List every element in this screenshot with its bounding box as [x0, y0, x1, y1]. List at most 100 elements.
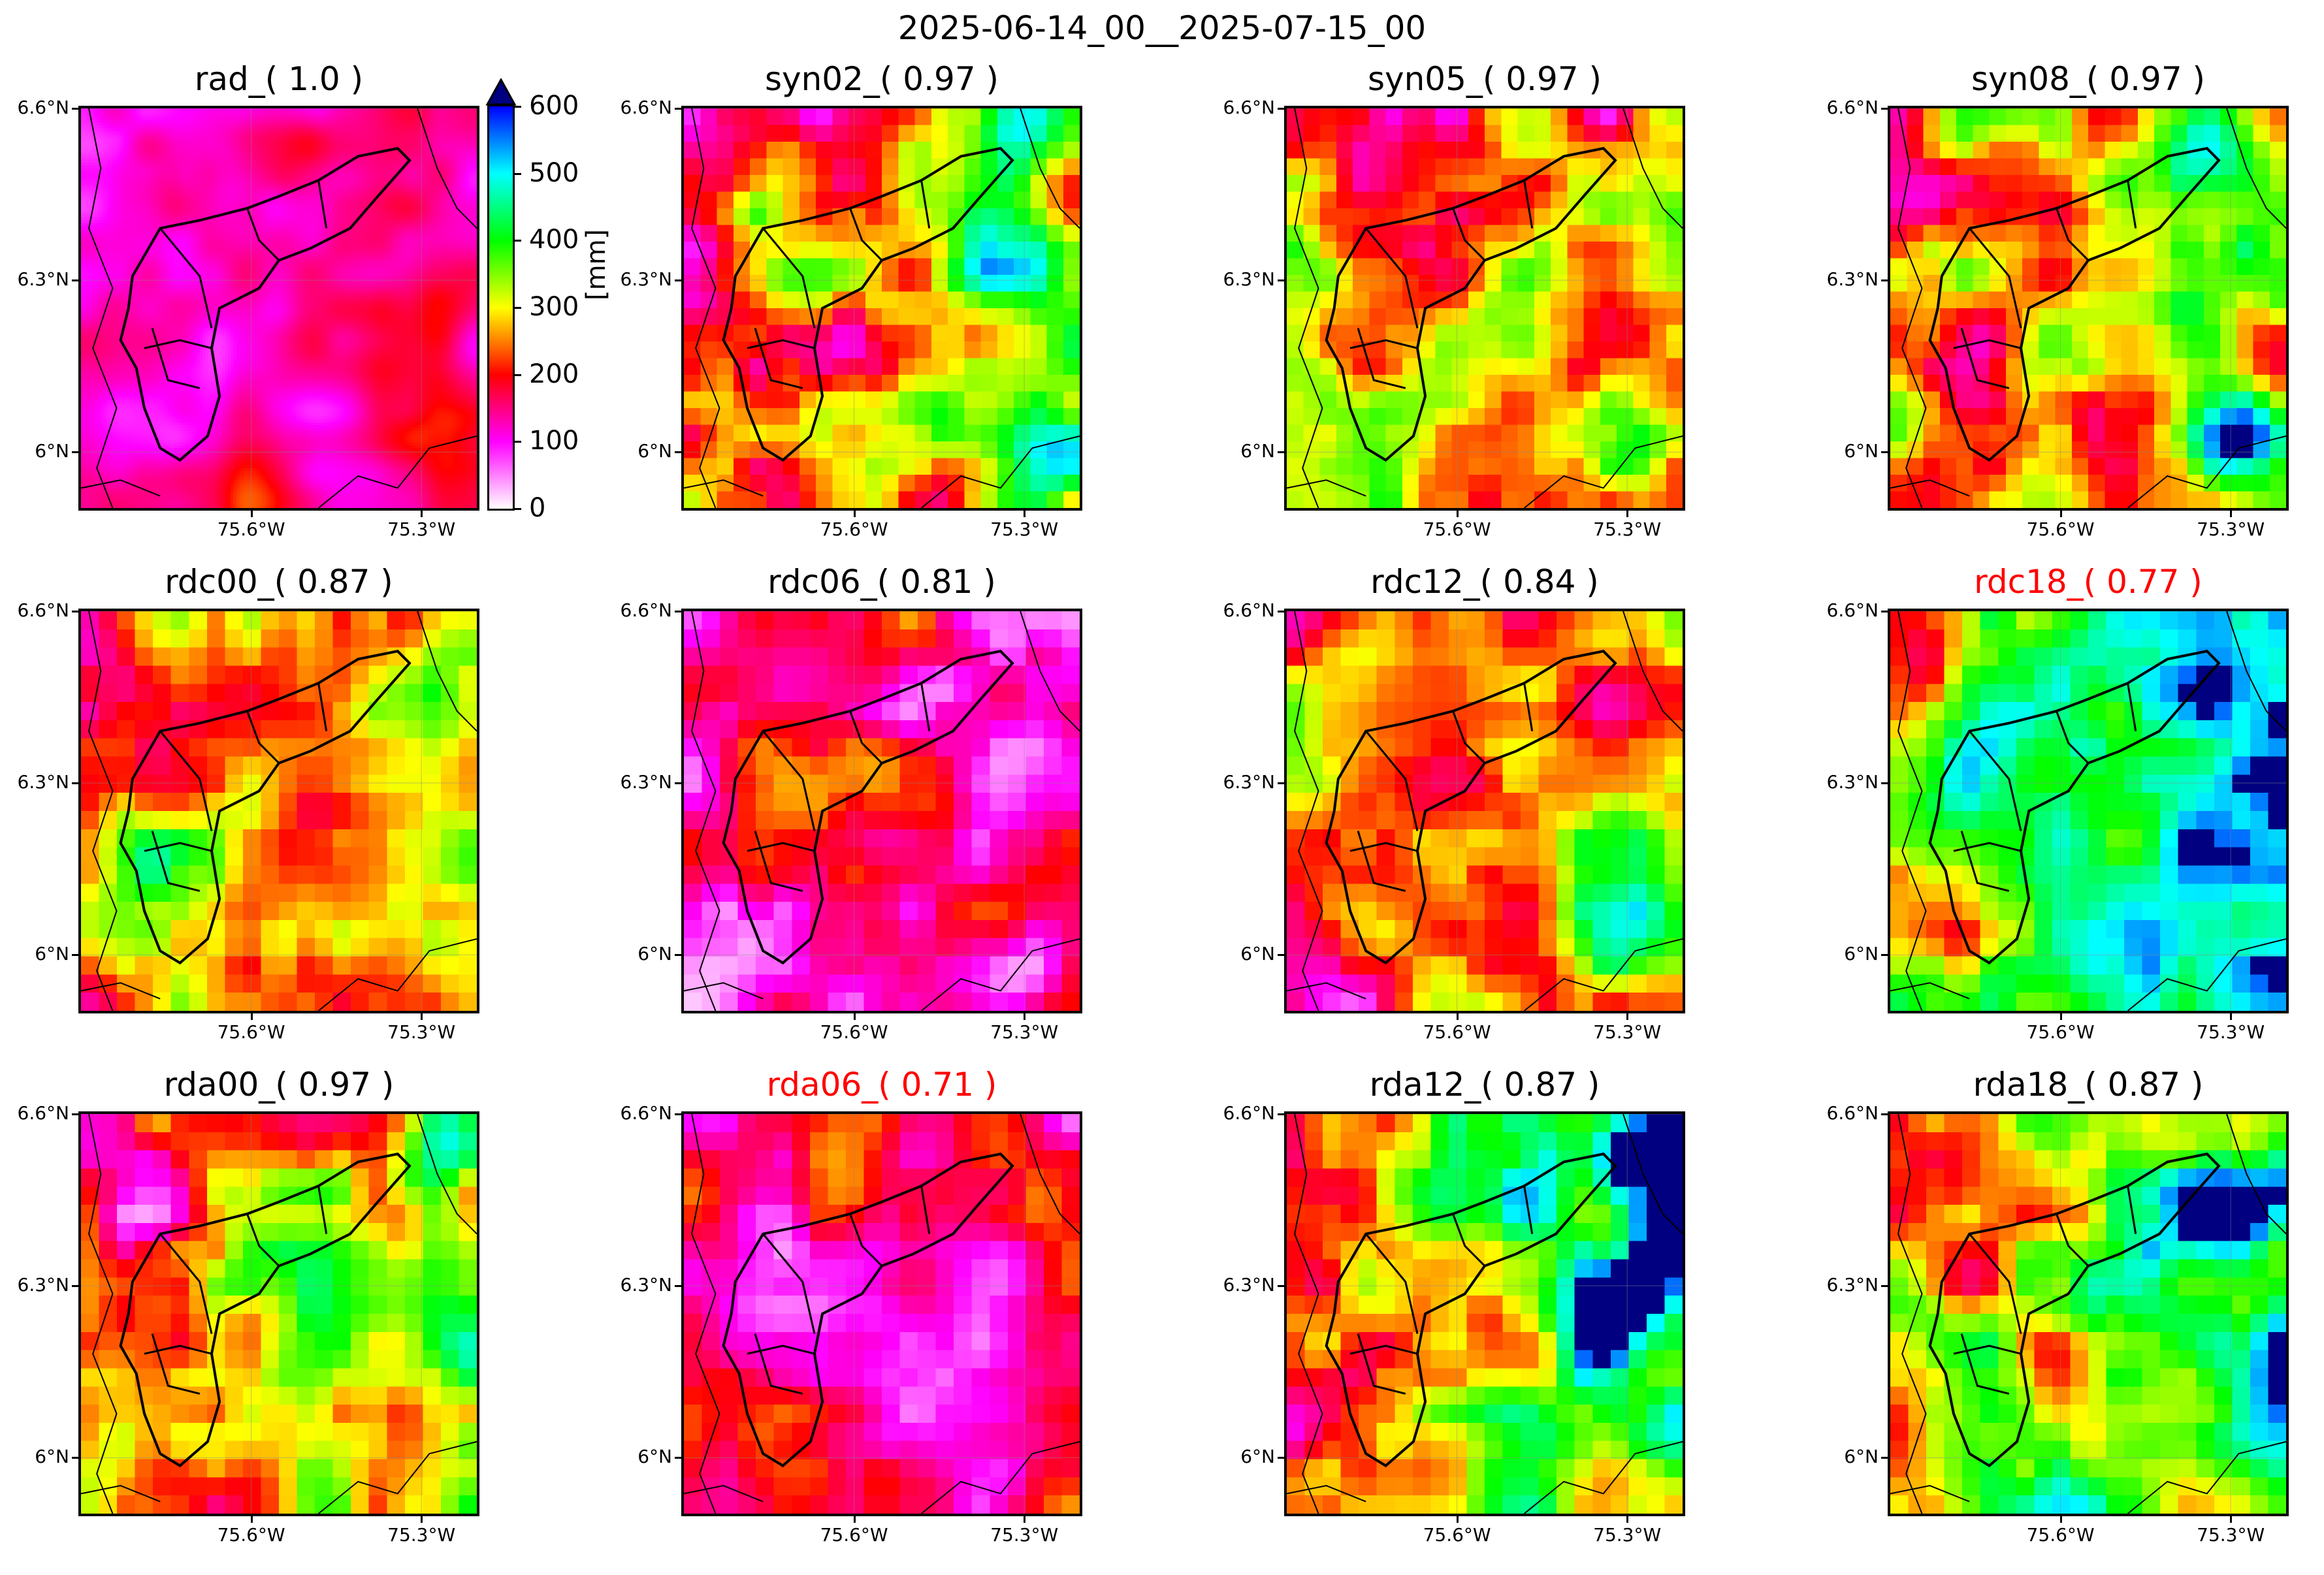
sub-basin-boundary [2056, 208, 2090, 261]
precipitation-heatmap [81, 108, 477, 508]
sub-basin-boundary [317, 682, 328, 731]
precipitation-heatmap [81, 1114, 477, 1514]
sub-basin-boundary [920, 1185, 931, 1234]
lon-tick-mark [1456, 511, 1459, 517]
lat-tick-label: 6.3°N [17, 1274, 69, 1296]
terrain-contour [2127, 1440, 2286, 1514]
terrain-contour [1287, 982, 1366, 1000]
lon-tick-label: 75.3°W [387, 1524, 456, 1546]
precipitation-heatmap [1890, 108, 2286, 508]
map-overlay [684, 611, 1080, 1011]
colorbar-tick-mark [515, 172, 521, 175]
panel-title: rda06_( 0.71 ) [766, 1066, 997, 1104]
lat-tick-label: 6.6°N [1826, 97, 1879, 118]
terrain-contour [684, 982, 764, 1000]
lat-tick-label: 6.3°N [17, 268, 69, 291]
terrain-contour [1020, 108, 1080, 229]
basin-outline [119, 147, 412, 462]
map-overlay [684, 108, 1080, 508]
lat-tick-mark [1278, 1457, 1284, 1459]
map-panel-rdc18: rdc18_( 0.77 ) 6.6°N 6.3°N 6°N 75.6°W 75.3°W [1827, 563, 2289, 1072]
lat-tick-label: 6.3°N [1223, 771, 1275, 793]
basin-outline [119, 1153, 412, 1468]
sub-basin-boundary [762, 1233, 816, 1334]
lat-tick-mark [675, 1285, 681, 1288]
basin-outline [119, 650, 412, 965]
lat-tick-mark [72, 279, 78, 282]
sub-basin-boundary [1349, 1344, 1418, 1355]
map-panel-syn08: syn08_( 0.97 ) 6.6°N 6.3°N 6°N 75.6°W 75.3°W [1827, 60, 2289, 569]
precipitation-heatmap [1890, 1114, 2286, 1514]
lat-tick-label: 6°N [1844, 440, 1879, 462]
lat-tick-label: 6.6°N [17, 97, 69, 118]
lat-tick-mark [1278, 279, 1284, 282]
lat-tick-mark [1278, 611, 1284, 612]
terrain-contour [1294, 108, 1323, 508]
lon-tick-mark [1024, 1013, 1026, 1020]
colorbar-tick-mark [515, 441, 521, 443]
map-panel-rdc06: rdc06_( 0.81 ) 6.6°N 6.3°N 6°N 75.6°W 75.3°W [621, 563, 1082, 1072]
colorbar-tick-label: 500 [529, 157, 579, 188]
lon-tick-label: 75.6°W [820, 518, 888, 540]
panel-title: rdc00_( 0.87 ) [165, 563, 393, 601]
terrain-contour [417, 611, 477, 732]
sub-basin-boundary [159, 227, 213, 328]
sub-basin-boundary [144, 339, 212, 349]
lat-tick-label: 6.6°N [620, 599, 672, 621]
lat-tick-label: 6.3°N [1223, 1274, 1275, 1296]
map-overlay [1287, 108, 1683, 508]
lat-tick-label: 6.3°N [620, 1274, 672, 1296]
basin-outline [1325, 147, 1617, 462]
sub-basin-boundary [1452, 1213, 1486, 1267]
lat-tick-label: 6.3°N [620, 268, 672, 291]
lat-tick-mark [675, 1457, 681, 1459]
colorbar-tick-mark [515, 240, 521, 242]
colorbar-tick-mark [515, 106, 521, 108]
sub-basin-boundary [2056, 1213, 2090, 1267]
sub-basin-boundary [1960, 831, 2010, 892]
lat-tick-label: 6°N [637, 440, 672, 462]
heatmap-plot [1284, 609, 1685, 1013]
lat-tick-label: 6°N [35, 943, 69, 965]
map-overlay [1890, 611, 2286, 1011]
map-panel-rad: rad_( 1.0 ) 6.6°N 6.3°N 6°N 75.6°W 75.3°W [18, 60, 479, 569]
lon-tick-label: 75.3°W [387, 518, 456, 540]
panel-title: rad_( 1.0 ) [194, 60, 364, 98]
heatmap-plot [78, 106, 479, 511]
terrain-contour [1287, 1485, 1366, 1503]
heatmap-plot [78, 609, 479, 1013]
map-panel-syn05: syn05_( 0.97 ) 6.6°N 6.3°N 6°N 75.6°W 75.3°W [1223, 60, 1685, 569]
lat-tick-label: 6.3°N [1826, 268, 1879, 291]
terrain-contour [1890, 479, 1970, 497]
lon-tick-mark [853, 1516, 856, 1523]
terrain-contour [1622, 611, 1683, 732]
sub-basin-boundary [1349, 339, 1418, 349]
lon-tick-label: 75.6°W [2026, 518, 2095, 540]
lon-tick-mark [421, 1013, 423, 1020]
lat-tick-mark [1881, 108, 1888, 110]
sub-basin-boundary [1357, 831, 1406, 892]
terrain-contour [317, 1440, 477, 1514]
lat-tick-mark [72, 611, 78, 612]
lat-tick-mark [72, 451, 78, 454]
heatmap-plot [681, 1111, 1082, 1516]
lon-tick-mark [1024, 511, 1026, 517]
basin-outline [1928, 1153, 2221, 1468]
lon-tick-label: 75.3°W [387, 1021, 456, 1043]
lon-tick-label: 75.6°W [820, 1524, 888, 1546]
colorbar-tick-label: 400 [529, 225, 579, 255]
colorbar-tick-mark [515, 307, 521, 309]
heatmap-plot [681, 106, 1082, 511]
colorbar-tick-mark [515, 508, 521, 510]
terrain-contour [1897, 108, 1927, 508]
lat-tick-mark [1881, 1113, 1888, 1115]
lon-tick-mark [421, 511, 423, 517]
sub-basin-boundary [1523, 1185, 1534, 1234]
lon-tick-label: 75.3°W [2197, 1524, 2265, 1546]
colorbar-tick-label: 0 [529, 493, 546, 523]
terrain-contour [684, 1485, 764, 1503]
sub-basin-boundary [1523, 682, 1534, 731]
precipitation-heatmap [81, 611, 477, 1011]
terrain-contour [920, 938, 1080, 1011]
lat-tick-label: 6°N [637, 1446, 672, 1468]
